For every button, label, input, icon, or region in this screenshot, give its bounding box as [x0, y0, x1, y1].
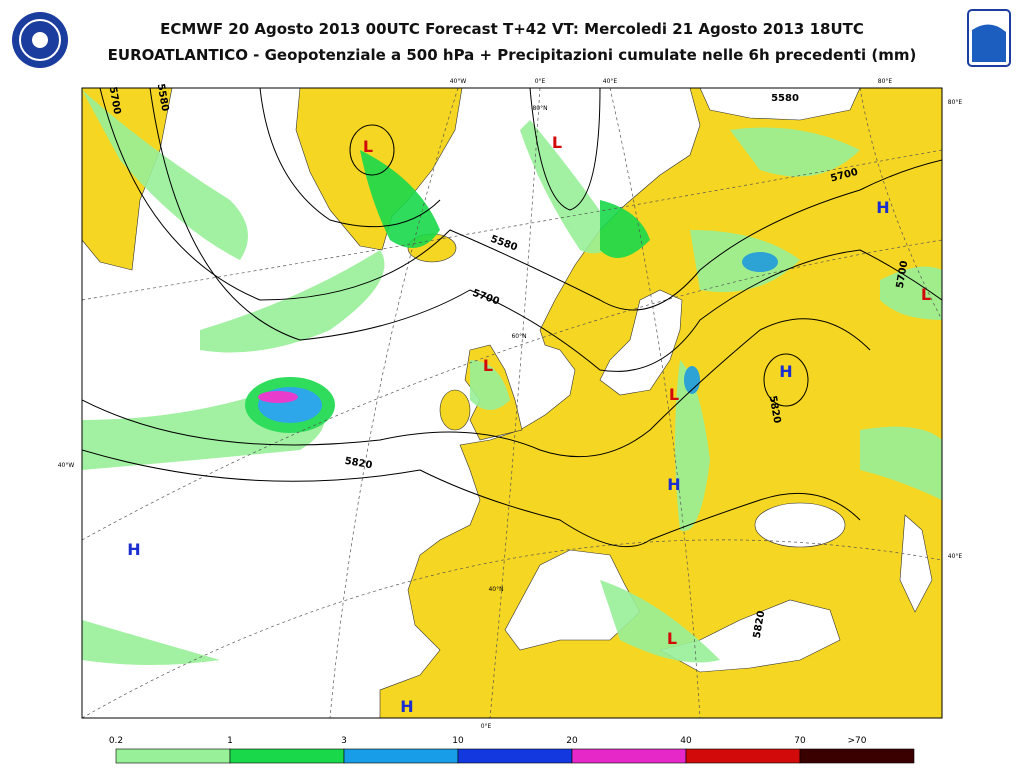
legend-swatch: [115, 748, 231, 764]
legend-swatch: [343, 748, 459, 764]
pressure-center: H: [779, 362, 792, 381]
pressure-center: H: [876, 198, 889, 217]
graticule-label: 60°N: [511, 333, 526, 340]
graticule-label: 0°E: [481, 723, 492, 730]
contour-label: 5700: [107, 86, 123, 115]
logo-right: [967, 9, 1011, 67]
legend-label: 10: [452, 736, 464, 746]
pressure-center: L: [921, 285, 931, 304]
pressure-center: H: [127, 540, 140, 559]
graticule-label: 80°E: [878, 78, 893, 85]
graticule-label: 40°E: [603, 78, 618, 85]
map-frame: [81, 87, 943, 719]
contour-label: 5700: [895, 260, 911, 289]
pressure-center: L: [552, 133, 562, 152]
seas: [504, 88, 933, 673]
legend-label: 3: [341, 736, 347, 746]
graticule: [82, 88, 942, 718]
pressure-center: L: [667, 629, 677, 648]
graticule-label: 40°W: [58, 462, 75, 469]
legend-swatch: [799, 748, 915, 764]
legend-label: 1: [227, 736, 233, 746]
legend-label: 40: [680, 736, 692, 746]
contours: [82, 88, 942, 548]
pressure-center: H: [400, 697, 413, 716]
graticule-label: 80°E: [948, 99, 963, 106]
graticule-label: 40°N: [488, 586, 503, 593]
legend-label: >70: [848, 736, 867, 746]
legend-swatch: [571, 748, 687, 764]
graticule-label: 40°E: [948, 553, 963, 560]
subtitle: EUROATLANTICO - Geopotenziale a 500 hPa …: [107, 46, 917, 64]
contour-label: 5820: [344, 456, 373, 472]
contour-label: 5820: [767, 395, 783, 424]
legend-swatch: [229, 748, 345, 764]
legend-label: 70: [794, 736, 806, 746]
legend-swatch: [685, 748, 801, 764]
logo-left: [12, 12, 68, 68]
contour-label: 5820: [752, 610, 768, 639]
legend-label: 20: [566, 736, 578, 746]
pressure-center: L: [669, 385, 679, 404]
graticule-label: 40°W: [450, 78, 467, 85]
graticule-label: 0°E: [535, 78, 546, 85]
map: [82, 88, 942, 718]
graticule-label: 80°N: [532, 105, 547, 112]
contour-label: 5580: [155, 83, 171, 112]
legend-swatch: [457, 748, 573, 764]
pressure-center: H: [667, 475, 680, 494]
contour-label: 5580: [771, 93, 799, 104]
pressure-center: L: [483, 356, 493, 375]
legend-label: 0.2: [109, 736, 123, 746]
pressure-center: L: [363, 137, 373, 156]
title: ECMWF 20 Agosto 2013 00UTC Forecast T+42…: [160, 20, 864, 38]
